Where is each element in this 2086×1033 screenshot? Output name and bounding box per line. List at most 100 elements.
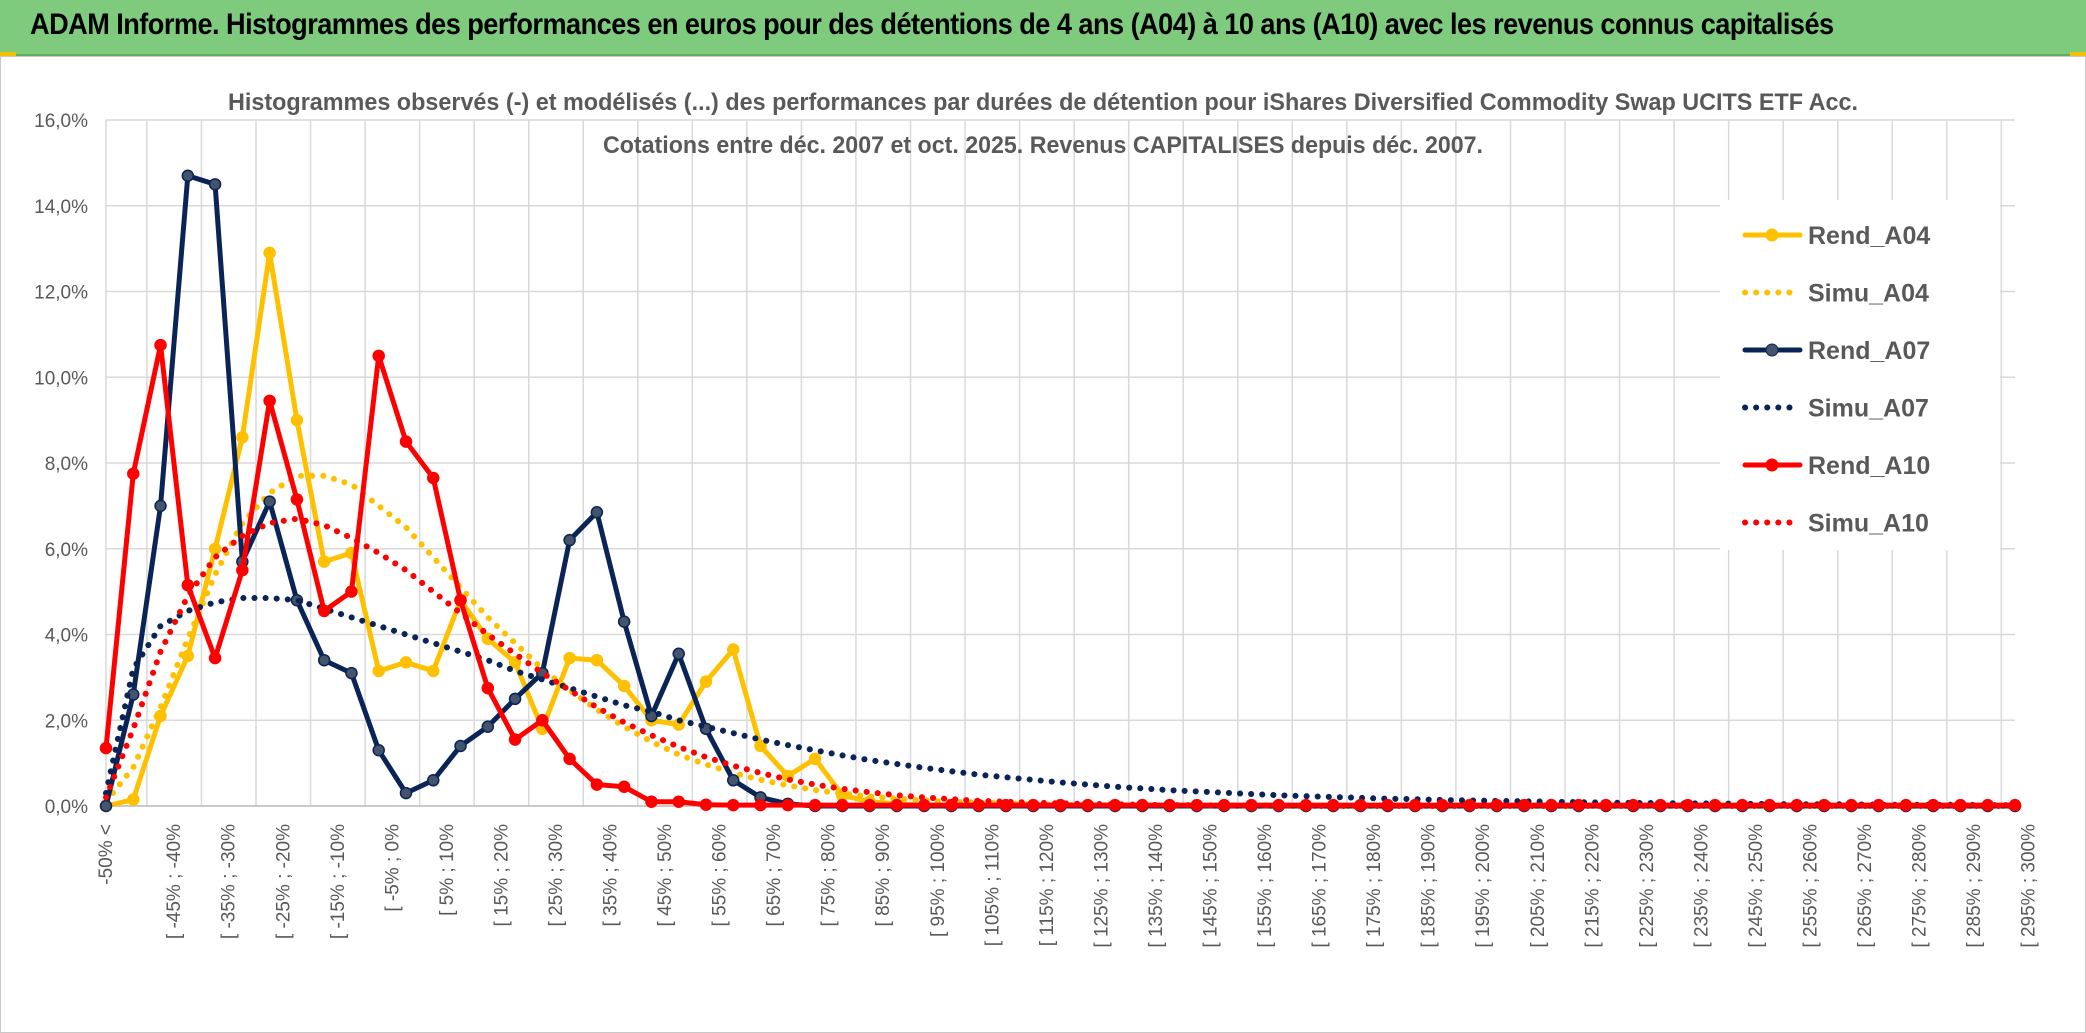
data-point-rend-a10 [154,338,167,352]
data-point-rend-a10 [372,349,385,363]
data-point-rend-a10 [536,714,549,727]
data-point-rend-a04 [372,664,385,678]
legend-label: Simu_A10 [1808,510,1929,538]
data-point-rend-a10 [454,593,467,607]
data-point-rend-a04 [427,664,440,678]
data-point-rend-a04 [508,656,522,669]
y-tick-label: 4,0% [45,626,88,647]
data-point-rend-a10 [917,798,931,812]
x-tick-label: [ 185% ; 190% [1419,824,1440,948]
x-tick-label: [ -25% ; -20% [273,824,294,939]
y-tick-label: 2,0% [45,711,88,732]
data-point-rend-a10 [290,493,304,506]
axes: 0,0% 2,0% 4,0% 6,0% 8,0% 10,0% 12,0% 14,0% 16,0%… [34,111,2040,948]
data-point-rend-a10 [563,752,576,766]
x-tick-label: [ 295% ; 300% [2019,824,2040,948]
data-point-rend-a10 [645,795,658,808]
data-point-rend-a07 [399,786,413,800]
data-point-rend-a10 [754,798,767,812]
series-line-simu-a10 [103,515,2018,809]
legend-label: Simu_A07 [1808,395,1929,423]
data-point-rend-a04 [399,656,413,669]
data-point-rend-a10 [781,798,795,812]
series-lines [99,169,2022,813]
x-tick-label: [ -5% ; 0% [382,824,403,912]
x-tick-label: [ 85% ; 90% [873,824,894,927]
corner-accent-right [2070,52,2086,57]
x-tick-label: [ 15% ; 20% [491,824,512,927]
y-tick-label: 12,0% [34,283,88,304]
data-point-rend-a04 [263,246,276,260]
y-tick-label: 16,0% [34,111,88,132]
data-point-rend-a07 [317,653,331,667]
data-point-rend-a07 [99,799,113,813]
x-tick-label: [ 35% ; 40% [601,824,622,927]
data-point-rend-a10 [672,795,685,808]
legend-marker [1765,343,1779,357]
x-tick-label: [ 255% ; 260% [1800,824,1821,948]
data-point-rend-a04 [236,431,249,444]
data-point-rend-a10 [127,467,140,480]
x-tick-label: [ 195% ; 200% [1473,824,1494,948]
x-tick-label: [ 225% ; 230% [1637,824,1658,948]
x-tick-label: [ 245% ; 250% [1746,824,1767,948]
legend-label: Rend_A07 [1808,337,1930,365]
data-point-rend-a07 [263,495,276,508]
x-tick-label: [ -35% ; -30% [219,824,240,939]
legend-marker [1765,228,1779,242]
data-point-rend-a07 [726,774,740,787]
data-point-rend-a07 [672,647,685,661]
data-point-rend-a07 [427,774,440,787]
x-tick-label: [ 235% ; 240% [1691,824,1712,948]
data-point-rend-a04 [754,739,767,753]
data-point-rend-a10 [836,798,849,812]
data-point-rend-a10 [808,798,822,812]
legend-label: Rend_A10 [1808,452,1930,480]
data-point-rend-a07 [154,499,167,513]
data-point-rend-a04 [563,651,576,665]
x-tick-label: [ 265% ; 270% [1855,824,1876,948]
x-tick-label: [ 175% ; 180% [1364,824,1385,948]
y-tick-label: 8,0% [45,454,88,475]
data-point-rend-a04 [699,675,713,688]
data-point-rend-a04 [808,752,822,766]
x-tick-label: [ 115% ; 120% [1037,824,1058,946]
x-tick-label: [ 125% ; 130% [1091,824,1112,948]
legend: Rend_A04 Simu_A04 Rend_A07 Simu_A07 Rend_A10… [1720,200,2000,550]
data-point-rend-a10 [890,798,904,812]
data-point-rend-a10 [863,798,876,812]
data-point-rend-a10 [99,741,113,755]
x-tick-label: [ 155% ; 160% [1255,824,1276,948]
data-point-rend-a10 [726,798,740,812]
report-title: ADAM Informe. Histogrammes des performan… [30,8,1834,41]
legend-label: Rend_A04 [1808,222,1930,250]
data-point-rend-a10 [236,563,249,577]
x-tick-label: [ -45% ; -40% [164,824,185,939]
data-point-rend-a04 [290,413,304,427]
data-point-rend-a07 [181,169,195,182]
data-point-rend-a10 [699,798,713,811]
data-point-rend-a10 [181,578,195,592]
x-tick-label: -50% < [96,824,117,885]
data-point-rend-a10 [345,585,358,598]
y-tick-label: 6,0% [45,540,88,561]
corner-accent-left [0,52,16,57]
data-point-rend-a07 [590,506,604,519]
data-point-rend-a10 [263,394,276,408]
data-point-rend-a04 [726,643,740,656]
x-tick-label: [ 275% ; 280% [1910,824,1931,948]
x-tick-label: [ 55% ; 60% [710,824,731,927]
data-point-rend-a07 [208,178,222,191]
x-tick-label: [ 95% ; 100% [928,824,949,937]
data-point-rend-a10 [317,604,331,618]
data-point-rend-a04 [208,542,222,555]
chart-title: Histogrammes observés (-) et modélisés (… [228,89,1858,116]
data-point-rend-a10 [617,780,631,793]
legend-label: Simu_A04 [1808,280,1929,308]
chart-subtitle: Cotations entre déc. 2007 et oct. 2025. … [603,132,1483,159]
y-tick-label: 14,0% [34,197,88,218]
data-point-rend-a07 [508,692,522,706]
x-tick-label: [ 5% ; 10% [437,824,458,916]
x-tick-label: [ 145% ; 150% [1200,824,1221,948]
